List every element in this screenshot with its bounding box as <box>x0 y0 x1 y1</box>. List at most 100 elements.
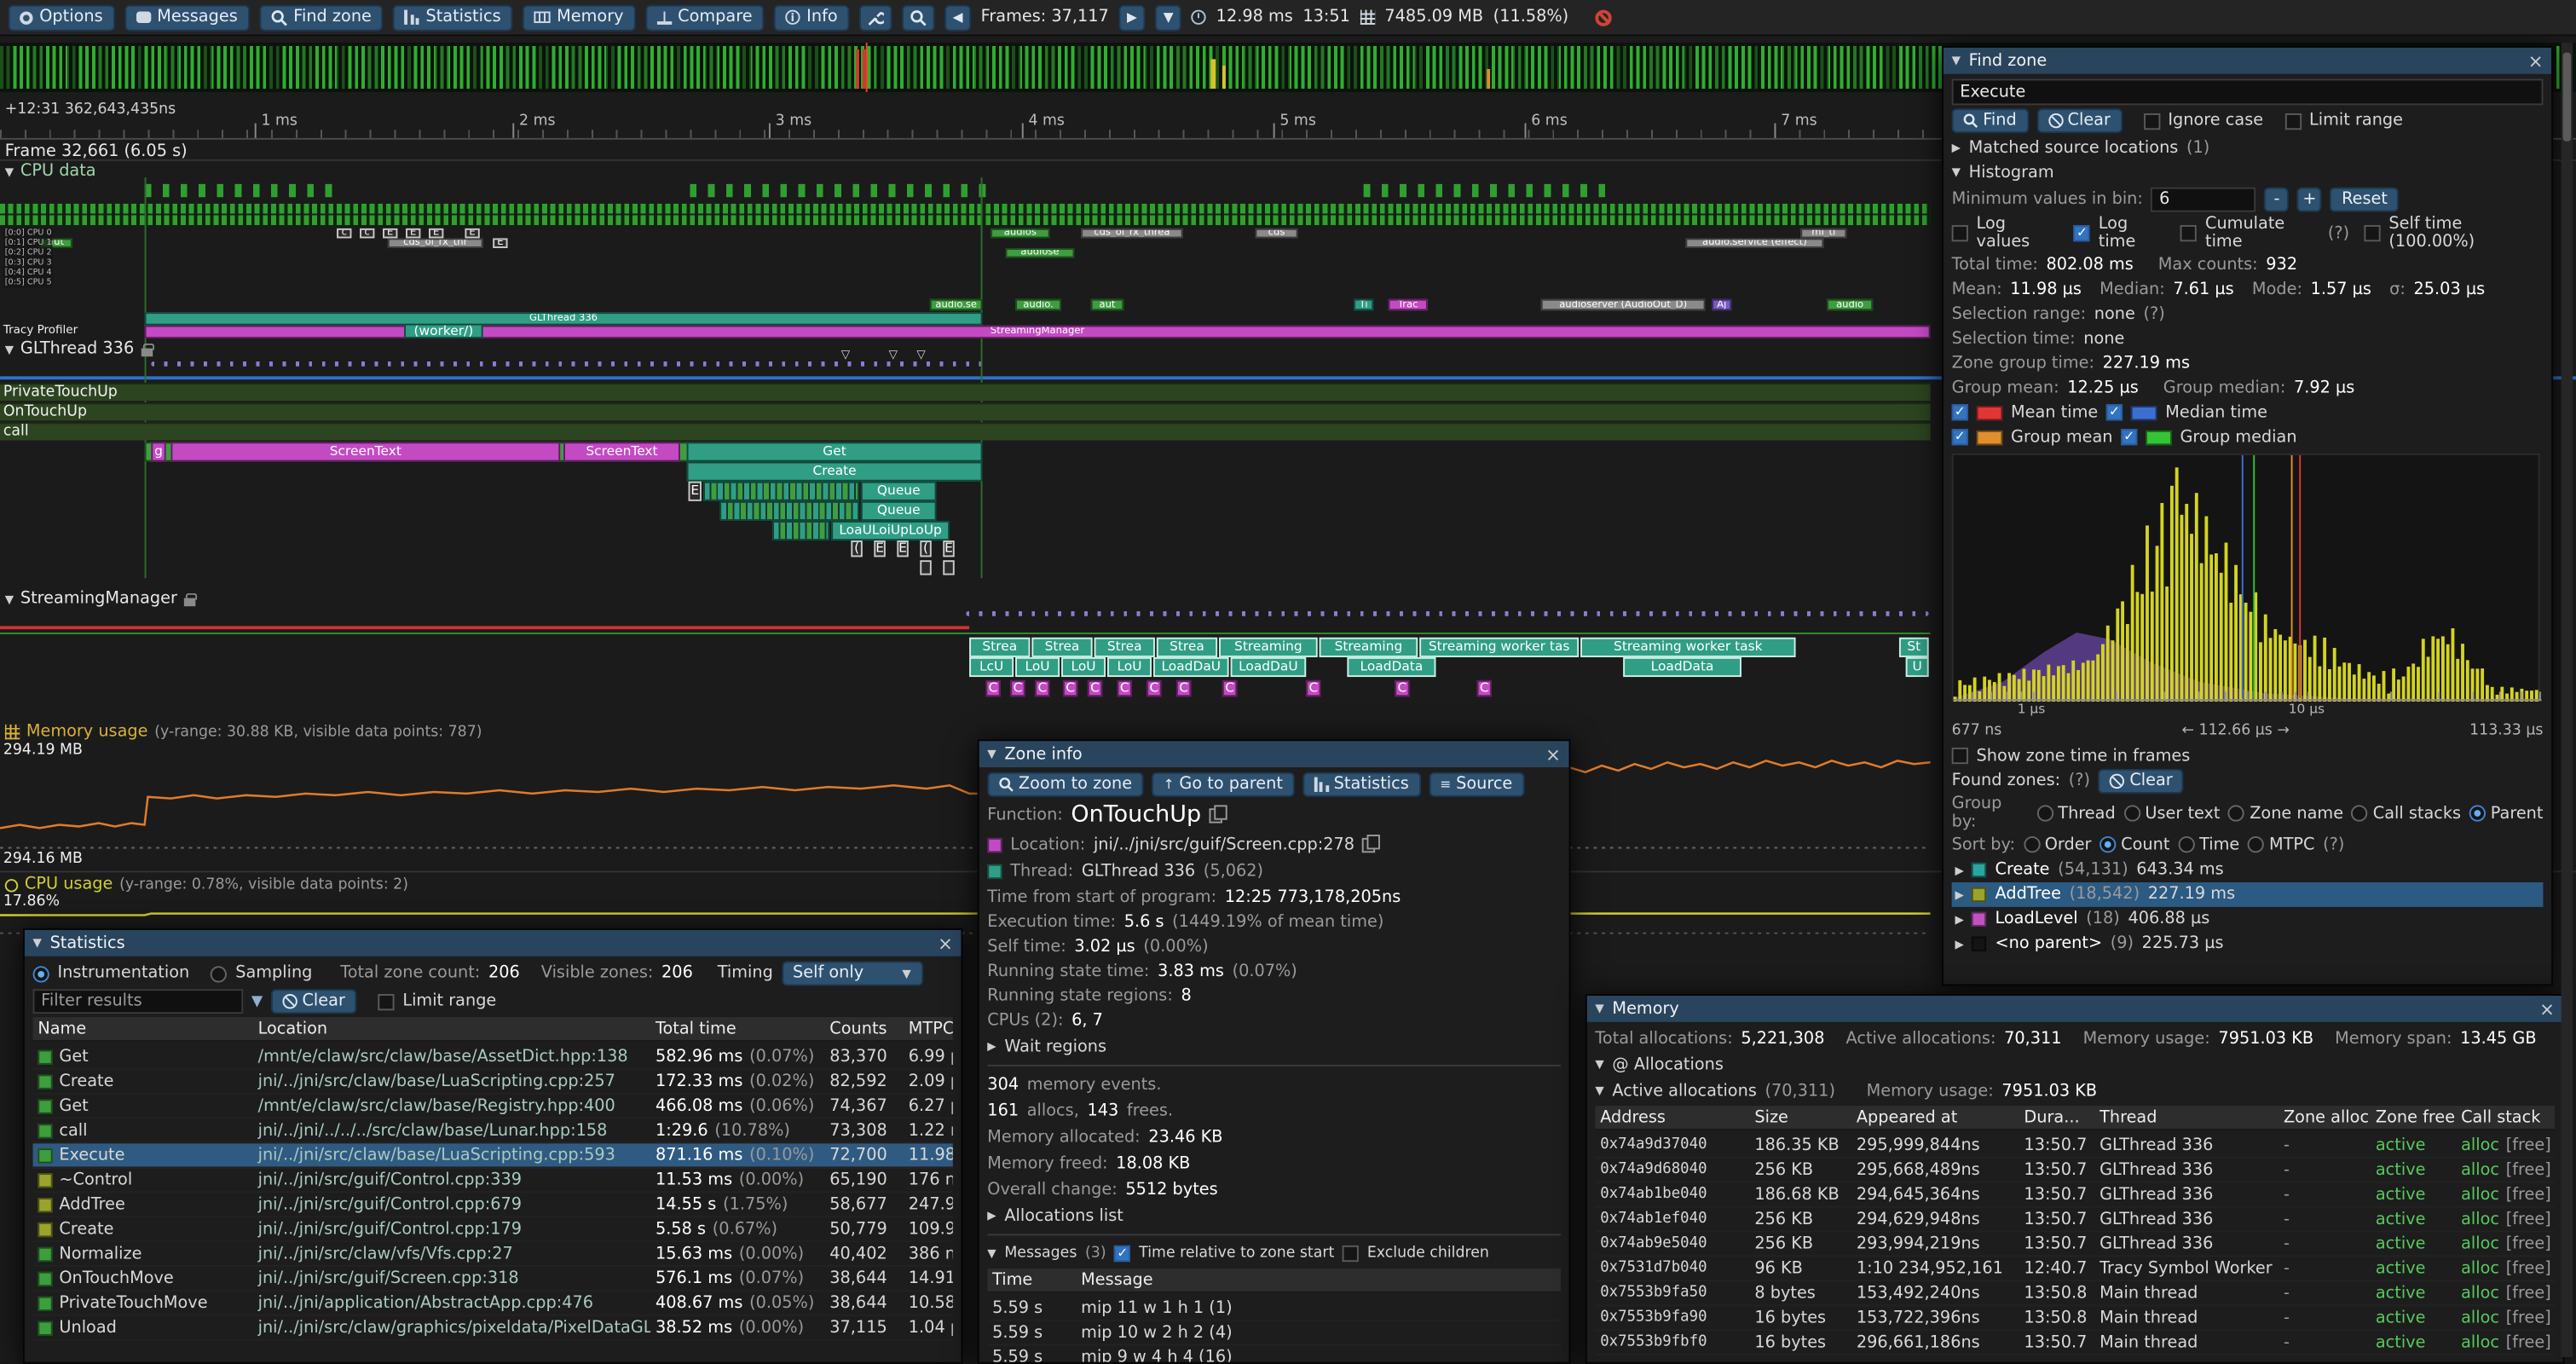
log-time-checkbox[interactable]: ✓ <box>2073 225 2091 242</box>
timeline-zone[interactable]: C <box>1175 679 1192 697</box>
stats-row[interactable]: Create jni/../jni/src/claw/base/LuaScript… <box>32 1070 953 1095</box>
find-zone-button[interactable]: Find zone <box>258 3 384 31</box>
col-location[interactable]: Location <box>257 1019 328 1038</box>
stats-row[interactable]: Unload jni/../jni/src/claw/graphics/pixel… <box>32 1316 953 1341</box>
memory-titlebar[interactable]: ▼ Memory × <box>1586 995 2563 1022</box>
timeline-zone[interactable]: g <box>151 442 166 462</box>
col-appeared-at[interactable]: Appeared at <box>1856 1107 1958 1127</box>
timeline-zone[interactable]: E <box>874 540 886 558</box>
timeline-zone[interactable]: C <box>1035 679 1050 697</box>
call-stack-alloc-link[interactable]: alloc <box>2461 1259 2500 1278</box>
col-duration[interactable]: Dura... <box>2024 1107 2080 1127</box>
prev-frame-button[interactable]: ◀ <box>944 3 972 31</box>
reset-button[interactable]: Reset <box>2330 187 2400 212</box>
found-zone-group[interactable]: ▶ AddTree (18,542) 227.19 ms <box>1951 881 2544 907</box>
thread-value[interactable]: GLThread 336 <box>1081 861 1196 881</box>
call-stack-free-link[interactable]: [free] <box>2505 1185 2551 1204</box>
allocation-row[interactable]: 0x74ab9e5040 256 KB 293,994,219ns 13:50.7 GL… <box>1595 1232 2555 1257</box>
min-bin-increment-button[interactable]: + <box>2297 187 2322 212</box>
allocation-row[interactable]: 0x7553b9fbf0 16 bytes 296,661,186ns 13:50.7… <box>1595 1331 2555 1356</box>
filter-input[interactable]: Filter results <box>32 989 244 1014</box>
location-value[interactable]: jni/../jni/src/guif/Screen.cpp:278 <box>1093 835 1354 854</box>
sort-by-option-mtpc[interactable]: MTPC <box>2247 833 2314 856</box>
ignore-case-checkbox[interactable] <box>2143 113 2160 130</box>
timeline-zone[interactable]: Streaming <box>1319 637 1418 657</box>
timeline-zone[interactable]: E <box>383 228 398 239</box>
find-button[interactable]: Find <box>1951 108 2029 134</box>
limit-range-checkbox[interactable] <box>378 993 395 1010</box>
timeline-zone[interactable]: LoadData <box>1623 656 1741 678</box>
zoom-to-zone-button[interactable]: Zoom to zone <box>987 772 1144 797</box>
col-size[interactable]: Size <box>1754 1107 1788 1127</box>
timeline-zone[interactable]: cds_ol_rx_thr <box>387 238 483 249</box>
allocations-list-toggle[interactable]: ▶ Allocations list <box>987 1205 1561 1228</box>
timeline-zone[interactable]: E <box>429 228 444 239</box>
col-name[interactable]: Name <box>38 1019 87 1038</box>
timeline-zone[interactable]: ( <box>920 540 932 558</box>
timeline-zone[interactable]: LoU <box>1015 656 1060 678</box>
stats-row[interactable]: Get/mnt/e/claw/src/claw/base/Registry.hp… <box>32 1095 953 1119</box>
timeline-zone[interactable] <box>719 500 859 521</box>
timeline-zone[interactable]: cds_ol_rx_threa <box>1081 228 1183 239</box>
timeline-zone[interactable]: ( <box>851 540 863 558</box>
glthread-header[interactable]: ▼ GLThread 336 <box>5 340 154 358</box>
zone-statistics-button[interactable]: Statistics <box>1302 772 1421 797</box>
message-row[interactable]: 5.59 s mip 10 w 2 h 2 (4) <box>987 1321 1561 1346</box>
legend-checkbox[interactable]: ✓ <box>1951 404 1968 421</box>
close-icon[interactable]: × <box>938 932 953 954</box>
timeline-zone[interactable]: LoU <box>1107 656 1152 678</box>
legend-checkbox[interactable]: ✓ <box>1951 429 1968 446</box>
timeline-zone[interactable]: E <box>943 540 955 558</box>
timeline-zone[interactable]: St <box>1898 637 1929 657</box>
time-relative-checkbox[interactable]: ✓ <box>1114 1245 1131 1263</box>
timeline-zone[interactable]: audio.service (effect) <box>1685 238 1824 249</box>
timeline-zone[interactable] <box>702 481 859 501</box>
timeline-zone[interactable]: C <box>1087 679 1103 697</box>
timeline-zone[interactable]: Strea <box>1094 637 1155 657</box>
memory-button[interactable]: Memory <box>522 3 636 31</box>
timeline-zone[interactable]: audiose <box>1005 248 1075 258</box>
stats-row[interactable]: PrivateTouchMove jni/../jni/application/A… <box>32 1292 953 1316</box>
stats-row[interactable]: call jni/../jni/../../../src/claw/base/Lu… <box>32 1118 953 1144</box>
cpu-plot-header[interactable]: CPU usage (y-range: 0.78%, visible data … <box>4 876 408 893</box>
timeline-zone[interactable]: E <box>406 228 421 239</box>
source-button[interactable]: ≡ Source <box>1428 772 1524 797</box>
timeline-zone[interactable]: Strea <box>969 637 1031 657</box>
timeline-zone[interactable]: LoadData <box>1347 656 1436 678</box>
timing-select[interactable]: Self only ▼ <box>781 961 923 986</box>
stats-row[interactable]: OnTouchMove jni/../jni/src/guif/Screen.cp… <box>32 1267 953 1292</box>
lock-row[interactable]: OnTouchUp <box>0 402 1931 421</box>
col-call-stack[interactable]: Call stack <box>2461 1107 2541 1127</box>
sampling-radio[interactable] <box>211 965 228 982</box>
message-row[interactable]: 5.59 s mip 9 w 4 h 4 (16) <box>987 1345 1561 1361</box>
show-zone-time-checkbox[interactable] <box>1951 747 1968 765</box>
allocation-row[interactable]: 0x7531d7b040 96 KB 1:10 234,952,161 12:40.7… <box>1595 1257 2555 1282</box>
timeline-zone[interactable]: C <box>1395 679 1410 697</box>
lock-row[interactable]: call <box>0 422 1931 441</box>
memory-table-header[interactable]: Address Size Appeared at Dura... Thread … <box>1595 1106 2555 1130</box>
found-zone-group[interactable]: ▶ LoadLevel (18) 406.88 µs <box>1952 907 2544 932</box>
timeline-zone[interactable]: C <box>1306 679 1321 697</box>
timeline-zone[interactable]: Aj <box>1712 298 1732 311</box>
found-zone-group[interactable]: ▶ Create (54,131) 643.34 ms <box>1952 858 2544 882</box>
call-stack-alloc-link[interactable]: alloc <box>2461 1333 2500 1352</box>
scrollbar-thumb[interactable] <box>2562 52 2572 142</box>
statistics-titlebar[interactable]: ▼ Statistics × <box>24 929 962 957</box>
matched-locations-toggle[interactable]: ▶ Matched source locations (1) <box>1952 136 2544 159</box>
timeline-zone[interactable]: E <box>688 481 702 501</box>
allocations-tab[interactable]: ▼ @ Allocations <box>1595 1053 2555 1076</box>
cumulate-time-checkbox[interactable] <box>2180 225 2198 242</box>
allocation-row[interactable]: 0x74a9d37040 186.35 KB 295,999,844ns 13:50.… <box>1595 1134 2555 1159</box>
timeline-zone[interactable]: Create <box>686 461 983 482</box>
go-to-parent-button[interactable]: ↑ Go to parent <box>1152 772 1295 797</box>
timeline-zone[interactable]: C <box>1010 679 1025 697</box>
close-icon[interactable]: × <box>2539 997 2555 1020</box>
col-time[interactable]: Time <box>992 1270 1033 1289</box>
cpu-data-header[interactable]: ▼ CPU data <box>5 163 96 181</box>
zone-info-titlebar[interactable]: ▼ Zone info × <box>979 741 1569 768</box>
timeline-zone[interactable]: aut <box>1090 298 1124 311</box>
close-icon[interactable]: × <box>2527 49 2544 72</box>
log-values-checkbox[interactable] <box>1951 225 1968 242</box>
timeline-zone[interactable]: E <box>465 228 480 239</box>
group-by-option-call-stacks[interactable]: Call stacks <box>2351 802 2461 825</box>
